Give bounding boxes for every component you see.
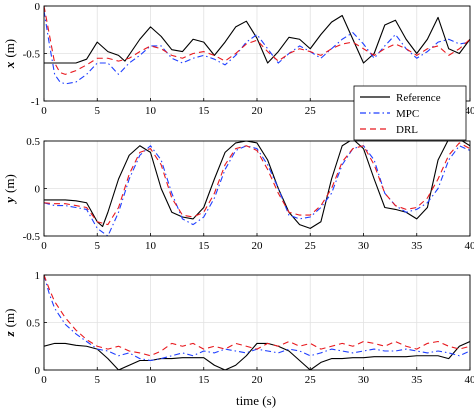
- x-tick-label: 30: [358, 374, 370, 386]
- series-line-reference-x: [44, 14, 470, 64]
- x-tick-label: 20: [252, 374, 264, 386]
- y-axis-label-var: y: [2, 197, 17, 205]
- x-tick-label: 30: [358, 240, 370, 252]
- legend-label-mpc: MPC: [396, 108, 419, 120]
- x-tick-label: 20: [252, 240, 264, 252]
- series-line-mpc-z: [44, 275, 470, 362]
- x-tick-label: 10: [145, 374, 157, 386]
- y-axis-label-x: x (m): [2, 39, 17, 69]
- panel-y: 0 5 10 15 20 25 30 35 400.50-0.5y(m): [2, 136, 474, 252]
- x-tick-label: 35: [411, 374, 423, 386]
- x-tick-label: 25: [305, 374, 317, 386]
- series-line-reference-y: [44, 141, 470, 229]
- x-tick-label: 0: [41, 240, 47, 252]
- x-tick-label: 15: [198, 240, 210, 252]
- x-tick-label: 5: [95, 374, 101, 386]
- x-tick-label: 40: [465, 374, 474, 386]
- series-line-drl-x: [44, 6, 470, 75]
- x-tick-label: 25: [305, 240, 317, 252]
- legend-label-reference: Reference: [396, 92, 441, 104]
- y-tick-label: 0: [35, 365, 41, 377]
- y-axis-label-var: z: [2, 330, 17, 337]
- x-tick-label: 15: [198, 105, 210, 117]
- y-tick-label: 0: [35, 184, 41, 196]
- legend-label-drl: DRL: [396, 124, 418, 136]
- y-tick-label: 0.5: [26, 318, 40, 330]
- x-tick-label: 10: [145, 105, 157, 117]
- series-line-drl-z: [44, 275, 470, 357]
- legend: Reference MPC DRL: [353, 85, 467, 141]
- x-tick-label: 35: [411, 240, 423, 252]
- y-tick-label: 0: [35, 1, 41, 13]
- y-axis-label-z: z (m): [2, 309, 17, 338]
- series-line-reference-z: [44, 340, 470, 370]
- x-tick-label: 5: [95, 240, 101, 252]
- series-line-mpc-y: [44, 145, 470, 236]
- y-tick-label: 0.5: [26, 136, 40, 148]
- y-tick-label: -1: [31, 96, 40, 108]
- x-tick-label: 40: [465, 105, 474, 117]
- y-tick-label: -0.5: [23, 231, 41, 243]
- x-tick-label: 0: [41, 374, 47, 386]
- panel-z: 0 5 10 15 20 25 30 35 40 1 0.5 0 z (m): [2, 270, 474, 386]
- x-axis-label: time (s): [236, 393, 276, 408]
- x-tick-label: 5: [95, 105, 101, 117]
- x-tick-label: 25: [305, 105, 317, 117]
- y-tick-label: 1: [35, 270, 41, 282]
- x-tick-label: 40: [465, 240, 474, 252]
- y-tick-label: -0.5: [23, 49, 41, 61]
- x-tick-label: 20: [252, 105, 264, 117]
- y-axis-label-unit: (m): [2, 174, 17, 193]
- x-tick-label: 10: [145, 240, 157, 252]
- x-tick-label: 0: [41, 105, 47, 117]
- x-tick-label: 15: [198, 374, 210, 386]
- y-axis-label-y: y (m): [2, 174, 17, 205]
- y-axis-label-unit: (m): [2, 39, 17, 58]
- y-axis-label-var: x: [2, 61, 17, 69]
- series-line-drl-y: [44, 142, 470, 226]
- y-axis-label-unit: (m): [2, 309, 17, 328]
- legend-box: [353, 85, 467, 141]
